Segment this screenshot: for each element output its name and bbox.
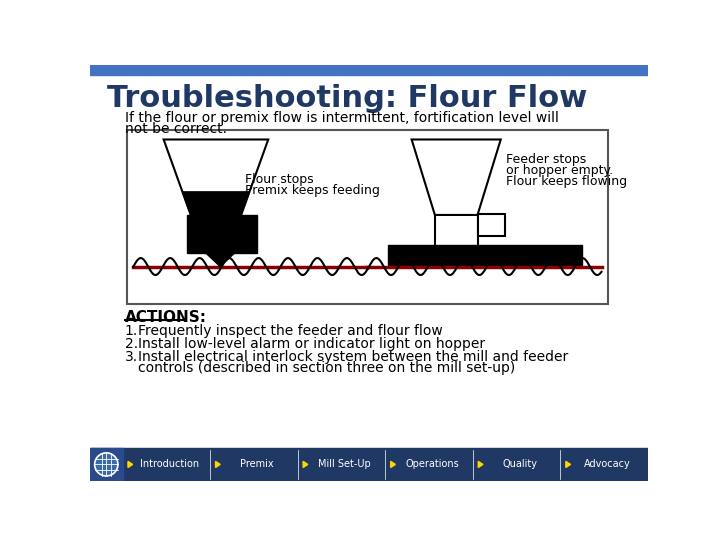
Text: not be correct.: not be correct. bbox=[125, 122, 227, 136]
Text: Flour stops: Flour stops bbox=[245, 173, 314, 186]
Text: Premix: Premix bbox=[240, 460, 274, 469]
Polygon shape bbox=[566, 461, 570, 468]
Bar bbox=[90, 448, 122, 481]
Text: or hopper empty.: or hopper empty. bbox=[506, 164, 613, 177]
Polygon shape bbox=[128, 461, 132, 468]
Polygon shape bbox=[206, 253, 234, 267]
Text: Mill Set-Up: Mill Set-Up bbox=[318, 460, 371, 469]
Text: 1.: 1. bbox=[125, 323, 138, 338]
Text: 3.: 3. bbox=[125, 350, 138, 364]
Bar bbox=[187, 215, 256, 253]
Text: Operations: Operations bbox=[405, 460, 459, 469]
Polygon shape bbox=[163, 139, 269, 215]
Text: controls (described in section three on the mill set-up): controls (described in section three on … bbox=[138, 361, 516, 375]
Text: Install electrical interlock system between the mill and feeder: Install electrical interlock system betw… bbox=[138, 350, 568, 364]
Bar bbox=[477, 214, 505, 236]
Polygon shape bbox=[478, 461, 483, 468]
Circle shape bbox=[94, 453, 118, 476]
Text: Introduction: Introduction bbox=[140, 460, 199, 469]
Text: ACTIONS:: ACTIONS: bbox=[125, 309, 207, 325]
Text: Frequently inspect the feeder and flour flow: Frequently inspect the feeder and flour … bbox=[138, 323, 443, 338]
Text: Quality: Quality bbox=[503, 460, 537, 469]
Bar bbox=[388, 245, 582, 265]
Text: Flour keeps flowing: Flour keeps flowing bbox=[506, 175, 627, 188]
Text: 2.: 2. bbox=[125, 336, 138, 350]
Polygon shape bbox=[303, 461, 307, 468]
Bar bbox=[90, 448, 648, 481]
Polygon shape bbox=[412, 139, 500, 215]
Text: Premix keeps feeding: Premix keeps feeding bbox=[245, 184, 380, 197]
Bar bbox=[127, 130, 608, 303]
Text: Troubleshooting: Flour Flow: Troubleshooting: Flour Flow bbox=[107, 84, 588, 113]
Text: Advocacy: Advocacy bbox=[584, 460, 631, 469]
Text: Feeder stops: Feeder stops bbox=[506, 153, 586, 166]
Text: Install low-level alarm or indicator light on hopper: Install low-level alarm or indicator lig… bbox=[138, 336, 485, 350]
Bar bbox=[90, 65, 648, 75]
Text: If the flour or premix flow is intermittent, fortification level will: If the flour or premix flow is intermitt… bbox=[125, 111, 559, 125]
Polygon shape bbox=[215, 461, 220, 468]
Polygon shape bbox=[391, 461, 395, 468]
Polygon shape bbox=[182, 192, 249, 215]
